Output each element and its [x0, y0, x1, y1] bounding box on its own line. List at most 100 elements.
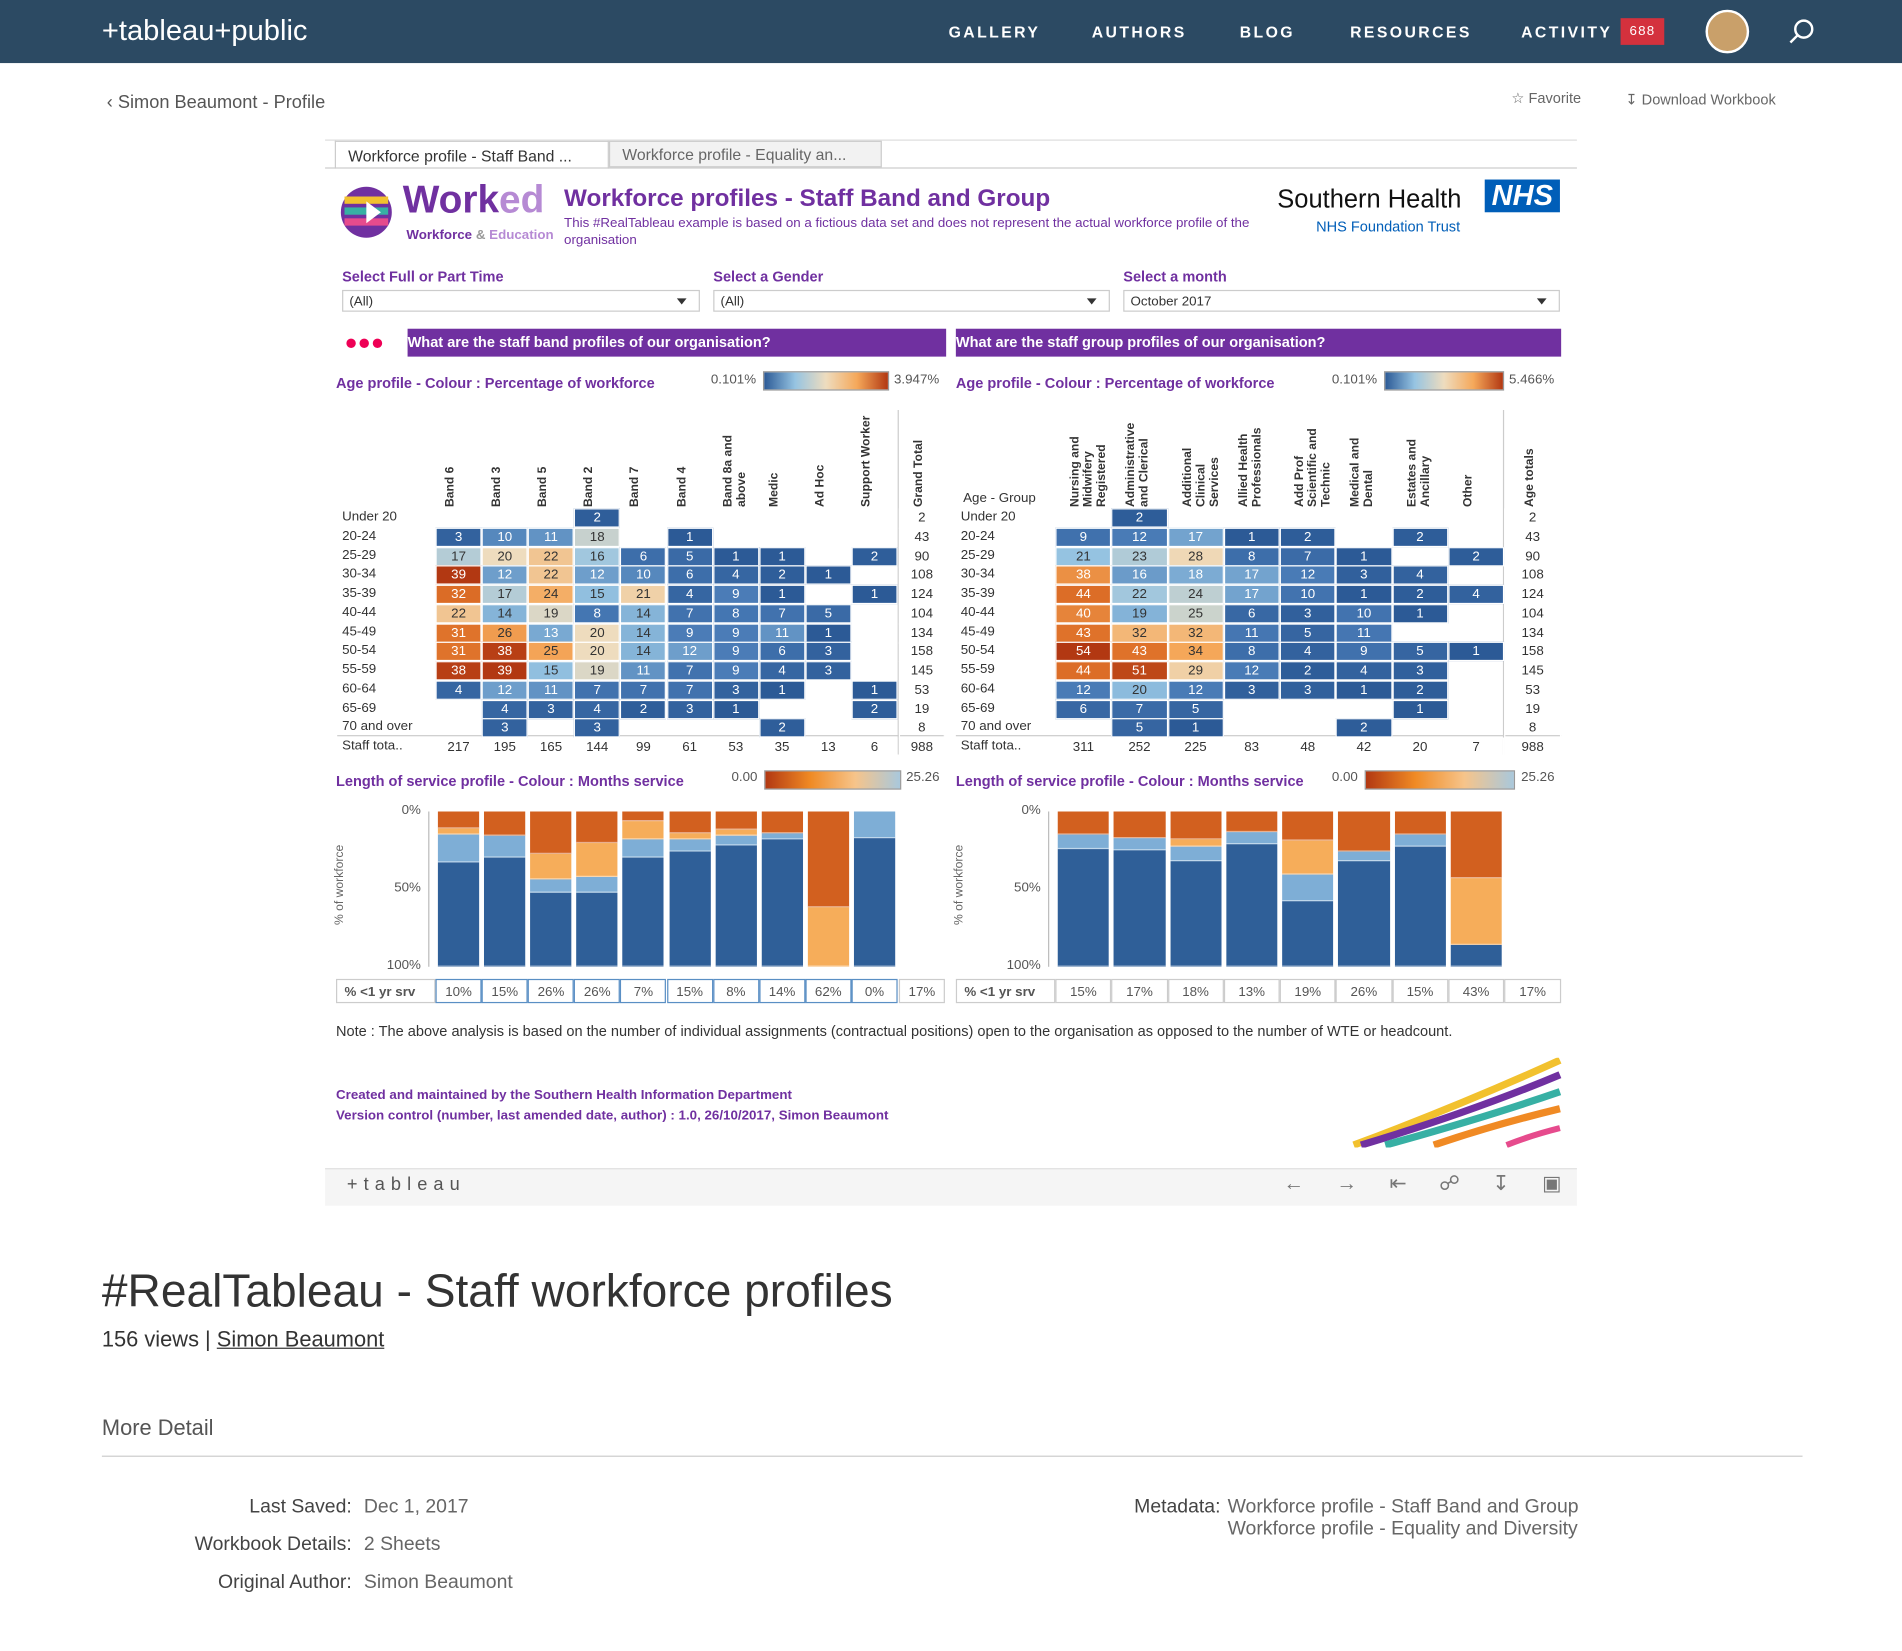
column-header: Add Prof Scientific and Technic [1293, 428, 1334, 508]
y-tick-label: 0% [1021, 803, 1041, 818]
view-count: 156 views | [101, 1327, 211, 1352]
row-total: 8 [898, 718, 945, 740]
search-icon[interactable] [1788, 17, 1817, 46]
stack-segment [622, 811, 665, 821]
footer-cell: 8% [712, 978, 759, 1004]
row-total: 43 [898, 527, 945, 548]
column-total: 48 [1279, 737, 1336, 759]
heat-cell: 9 [666, 622, 713, 643]
column-header: Band 4 [675, 466, 689, 508]
heat-cell: 4 [1335, 661, 1392, 681]
heat-cell: 7 [666, 661, 713, 681]
row-total: 104 [1504, 603, 1562, 625]
row-label: Under 20 [960, 509, 1016, 525]
back-link[interactable]: ‹ Simon Beaumont - Profile [106, 92, 326, 113]
download[interactable]: ↧ Download Workbook [1625, 90, 1776, 108]
heat-cell: 24 [527, 584, 575, 605]
y-axis-label: % of workforce [952, 844, 967, 926]
nav-item[interactable]: AUTHORS [1091, 23, 1187, 42]
people-icon: ●●● [344, 329, 385, 355]
badge[interactable]: 688 [1620, 18, 1665, 45]
heat-cell: 3 [805, 641, 852, 662]
heat-cell: 2 [1279, 527, 1336, 547]
heat-cell: 40 [1055, 603, 1112, 624]
author-link[interactable]: Simon Beaumont [216, 1327, 385, 1352]
legend-bar [1384, 371, 1505, 391]
heat-cell: 7 [666, 680, 713, 700]
avatar[interactable] [1705, 9, 1750, 54]
tab[interactable]: Workforce profile - Staff Band ... [334, 140, 609, 169]
stack-segment [1226, 811, 1278, 832]
row-total: 8 [1504, 718, 1562, 740]
stack-segment [437, 834, 480, 863]
stack-segment [1169, 839, 1222, 848]
stack-segment [1338, 851, 1390, 862]
row-label: 45-49 [960, 624, 995, 639]
heat-cell: 3 [666, 699, 713, 719]
nav-item[interactable]: ACTIVITY [1521, 23, 1613, 42]
stack-segment [1450, 945, 1502, 967]
heat-cell: 10 [1279, 584, 1336, 605]
heat-cell: 3 [527, 699, 575, 719]
footer-cell: 15% [1055, 978, 1112, 1004]
row-label: 20-24 [342, 528, 377, 544]
nhs-logo: NHS [1484, 179, 1560, 213]
heat-cell: 4 [574, 699, 621, 719]
footer-cell: 13% [1223, 978, 1280, 1004]
heat-cell: 2 [851, 699, 898, 719]
column-total: 83 [1223, 737, 1280, 759]
nav-item[interactable]: GALLERY [948, 23, 1041, 42]
row-total: 108 [898, 565, 945, 587]
heat-cell: 2 [574, 508, 621, 528]
nav-item[interactable]: BLOG [1239, 23, 1295, 42]
divider [101, 1455, 1803, 1457]
heat-cell: 7 [574, 680, 621, 700]
heat-cell: 15 [527, 661, 575, 681]
column-total: 252 [1111, 737, 1168, 759]
tab[interactable]: Workforce profile - Equality an... [608, 140, 882, 168]
row-label: 65-69 [342, 700, 377, 716]
footer-cell: 18% [1167, 978, 1224, 1004]
stack-segment [668, 811, 711, 834]
column-total: 7 [1448, 737, 1505, 759]
toolbar-buttons[interactable]: ← → ⇤ ☍ ↧ ▣ [1283, 1171, 1562, 1195]
heat-cell: 3 [1391, 661, 1449, 681]
stack-segment [1282, 875, 1334, 902]
favorite[interactable]: ☆ Favorite [1511, 89, 1582, 107]
total-divider [897, 409, 899, 755]
heat-cell: 4 [1279, 641, 1336, 662]
heat-cell: 14 [620, 641, 667, 662]
filter-select[interactable]: (All) [342, 289, 700, 312]
service-max: 25.26 [1521, 770, 1555, 785]
filter-select[interactable]: October 2017 [1123, 289, 1560, 312]
heat-title: Age profile - Colour : Percentage of wor… [955, 374, 1275, 392]
filter-select[interactable]: (All) [713, 289, 1110, 312]
toolbar-logo[interactable]: +tableau [346, 1174, 466, 1195]
stack-segment [530, 811, 572, 854]
metadata-item: Workforce profile - Equality and Diversi… [1227, 1518, 1578, 1540]
stack-segment [1057, 848, 1109, 967]
heat-cell: 1 [712, 546, 759, 566]
column-total: 217 [435, 737, 482, 759]
heat-cell: 14 [620, 622, 667, 643]
logo[interactable]: +tableau+public [101, 14, 308, 48]
heat-cell: 32 [435, 584, 482, 605]
heat-cell: 29 [1167, 661, 1224, 681]
grand-total: 988 [898, 737, 945, 759]
heat-cell: 6 [1223, 603, 1280, 624]
stack-segment [668, 833, 711, 840]
column-total: 20 [1391, 737, 1449, 759]
row-total: 2 [1504, 508, 1562, 529]
favorite-label[interactable]: Favorite [1528, 89, 1582, 107]
heat-cell: 3 [481, 718, 528, 738]
legend-min: 0.101% [710, 372, 757, 387]
footer-cell: 26% [1335, 978, 1392, 1004]
footer-cell: 43% [1448, 978, 1505, 1004]
breadcrumb[interactable]: Simon Beaumont - Profile [117, 92, 326, 113]
column-header: Nursing and Midwifery Registered [1068, 436, 1109, 508]
footer-label: % <1 yr srv [336, 978, 436, 1004]
nav-item[interactable]: RESOURCES [1350, 23, 1472, 42]
heat-cell: 19 [1111, 603, 1168, 624]
download-label[interactable]: Download Workbook [1641, 90, 1776, 108]
heat-cell: 6 [758, 641, 806, 662]
